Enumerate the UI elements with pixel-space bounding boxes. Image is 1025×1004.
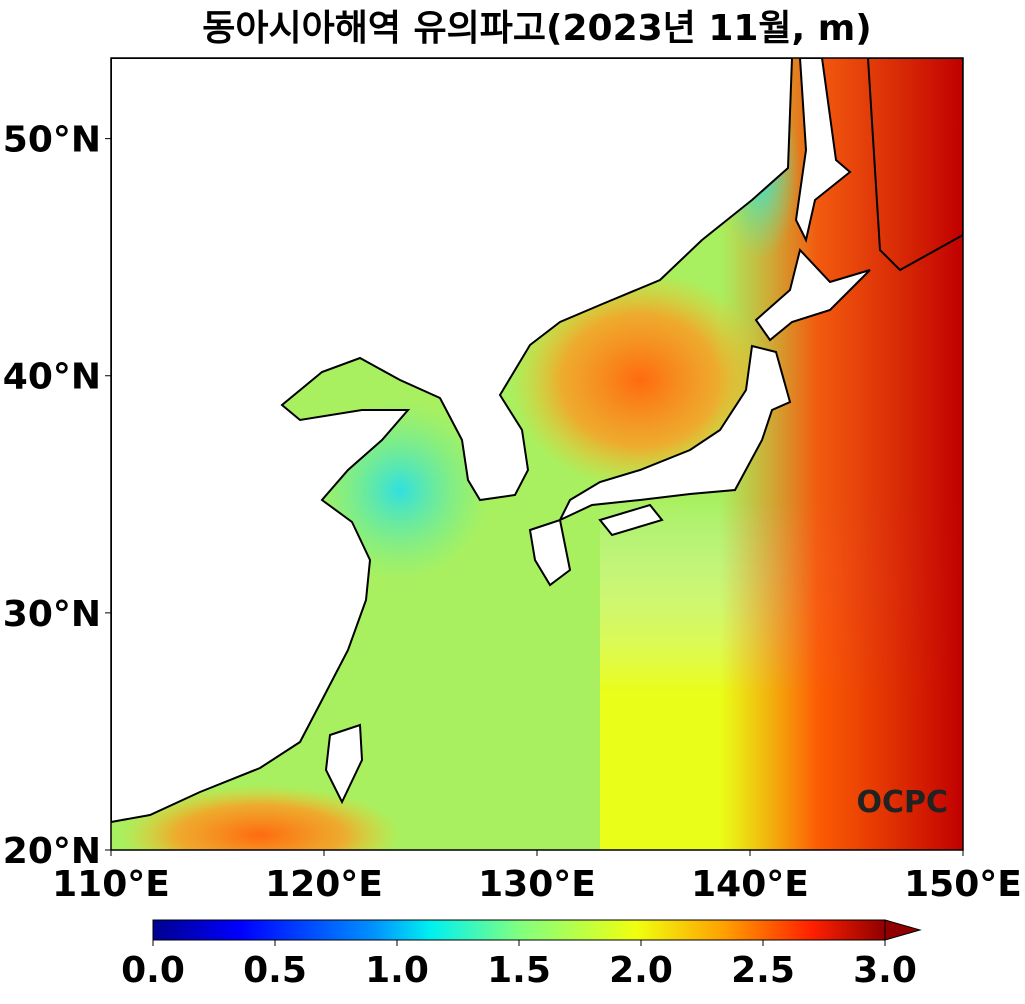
y-tick-label: 30°N — [3, 594, 101, 635]
colorbar-tick-label: 2.5 — [731, 950, 795, 991]
colorbar-tick-label: 1.0 — [365, 950, 429, 991]
title: 동아시아해역 유의파고(2023년 11월, m) — [202, 8, 871, 49]
logo: OCPC — [856, 785, 948, 820]
colorbar-tick-label: 2.0 — [609, 950, 673, 991]
y-tick-label: 20°N — [3, 831, 101, 872]
y-tick-label: 50°N — [3, 120, 101, 161]
x-tick-label: 140°E — [691, 864, 809, 905]
land — [111, 58, 963, 824]
x-tick-label: 120°E — [265, 864, 383, 905]
x-tick-label: 110°E — [52, 864, 170, 905]
x-tick-label: 130°E — [478, 864, 596, 905]
colorbar-tick-label: 0.0 — [121, 950, 185, 991]
x-tick-label: 150°E — [904, 864, 1022, 905]
colorbar-tick-label: 1.5 — [487, 950, 551, 991]
colorbar — [152, 919, 886, 941]
y-tick-label: 40°N — [3, 357, 101, 398]
colorbar-tick-label: 3.0 — [853, 950, 917, 991]
wave-field — [111, 58, 963, 850]
colorbar-tick-label: 0.5 — [243, 950, 307, 991]
colorbar-extend — [884, 919, 922, 941]
